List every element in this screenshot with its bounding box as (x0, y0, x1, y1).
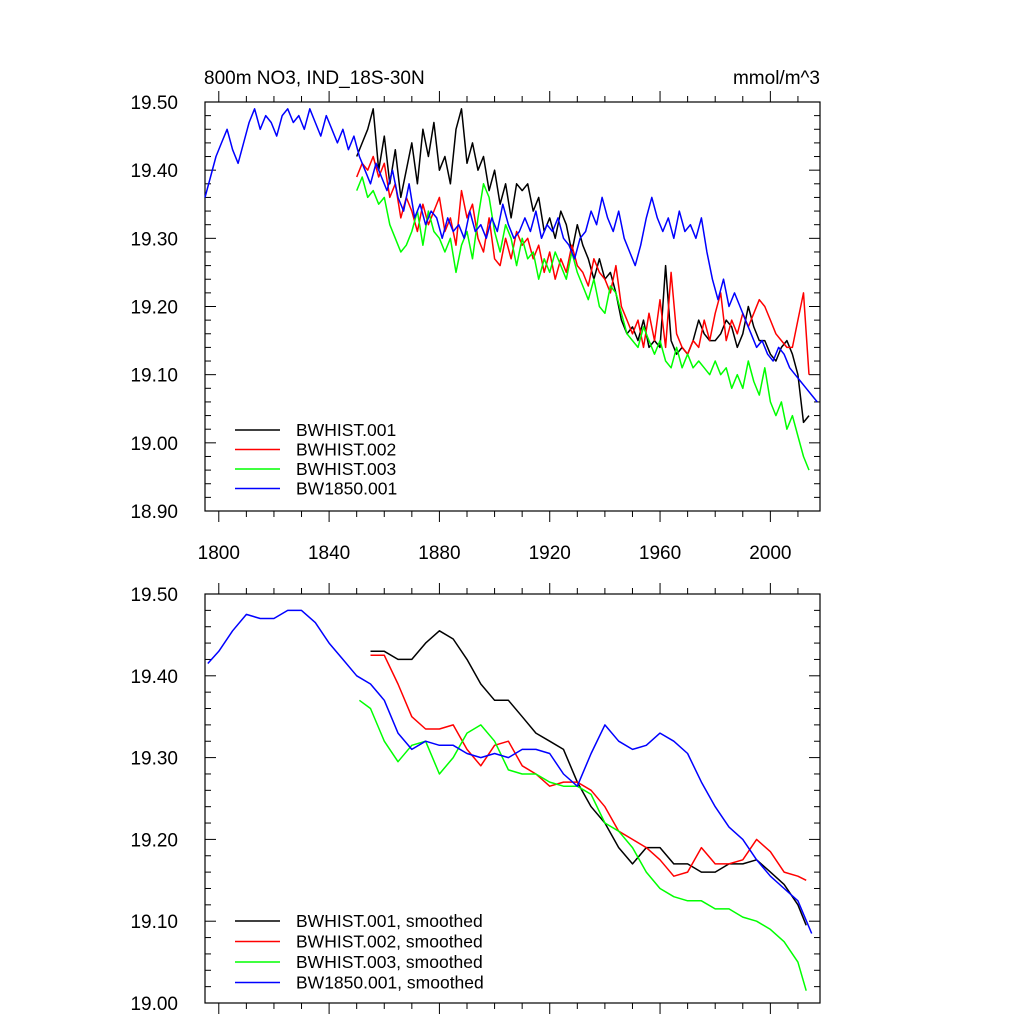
top-ytick-label: 19.40 (130, 161, 178, 182)
top-chart-axes: 18.90 19.00 19.10 19.20 19.30 19.40 19.50 (130, 91, 821, 523)
top-ytick-label: 19.20 (130, 298, 178, 319)
top-ytick-label: 19.00 (130, 434, 178, 455)
bottom-ytick-label: 19.50 (130, 585, 178, 606)
bottom-legend-label-3: BWHIST.003, smoothed (296, 952, 483, 972)
top-ytick-label: 19.10 (130, 366, 178, 387)
bottom-series-line-4 (207, 609, 813, 934)
top-series-line-4 (204, 108, 818, 403)
bottom-legend-label-2: BWHIST.002, smoothed (296, 932, 483, 952)
top-legend-label-2: BWHIST.002 (296, 440, 396, 460)
top-ytick-label: 18.90 (130, 502, 178, 523)
top-chart-xtick-labels: 1800 1840 1880 1920 1960 2000 (198, 543, 792, 564)
top-chart-panel: 800m NO3, IND_18S-30N mmol/m^3 18.90 19.0… (130, 68, 821, 564)
bottom-series-line-3 (358, 699, 807, 991)
bottom-ytick-label: 19.00 (130, 994, 178, 1015)
bottom-ytick-label: 19.40 (130, 667, 178, 688)
bottom-chart-panel: 19.00 19.10 19.20 19.30 19.40 19.50 BWHIST.00… (130, 583, 821, 1015)
bottom-chart-plot-area (207, 609, 813, 991)
xtick-label: 1960 (639, 543, 681, 564)
xtick-label: 1840 (308, 543, 350, 564)
top-series-line-1 (356, 108, 810, 424)
top-series-line-2 (356, 155, 810, 375)
bottom-legend-label-1: BWHIST.001, smoothed (296, 911, 483, 931)
top-ytick-label: 19.50 (130, 93, 178, 114)
top-series-line-3 (356, 176, 810, 471)
xtick-label: 1800 (198, 543, 240, 564)
top-legend-label-4: BW1850.001 (296, 479, 397, 499)
bottom-series-line-1 (370, 630, 807, 926)
bottom-ytick-label: 19.10 (130, 912, 178, 933)
bottom-chart-frame (204, 593, 821, 1004)
xtick-label: 1880 (418, 543, 460, 564)
bottom-chart-axes: 19.00 19.10 19.20 19.30 19.40 19.50 (130, 583, 821, 1015)
top-legend-label-1: BWHIST.001 (296, 420, 396, 440)
top-chart-plot-area (204, 108, 818, 471)
top-ytick-label: 19.30 (130, 229, 178, 250)
bottom-series-line-2 (370, 654, 807, 881)
bottom-legend-label-4: BW1850.001, smoothed (296, 973, 484, 993)
top-chart-title: 800m NO3, IND_18S-30N (204, 68, 425, 89)
bottom-ytick-label: 19.20 (130, 830, 178, 851)
xtick-label: 1920 (529, 543, 571, 564)
xtick-label: 2000 (749, 543, 791, 564)
top-chart-units: mmol/m^3 (733, 68, 820, 89)
top-legend-label-3: BWHIST.003 (296, 459, 396, 479)
bottom-ytick-label: 19.30 (130, 749, 178, 770)
